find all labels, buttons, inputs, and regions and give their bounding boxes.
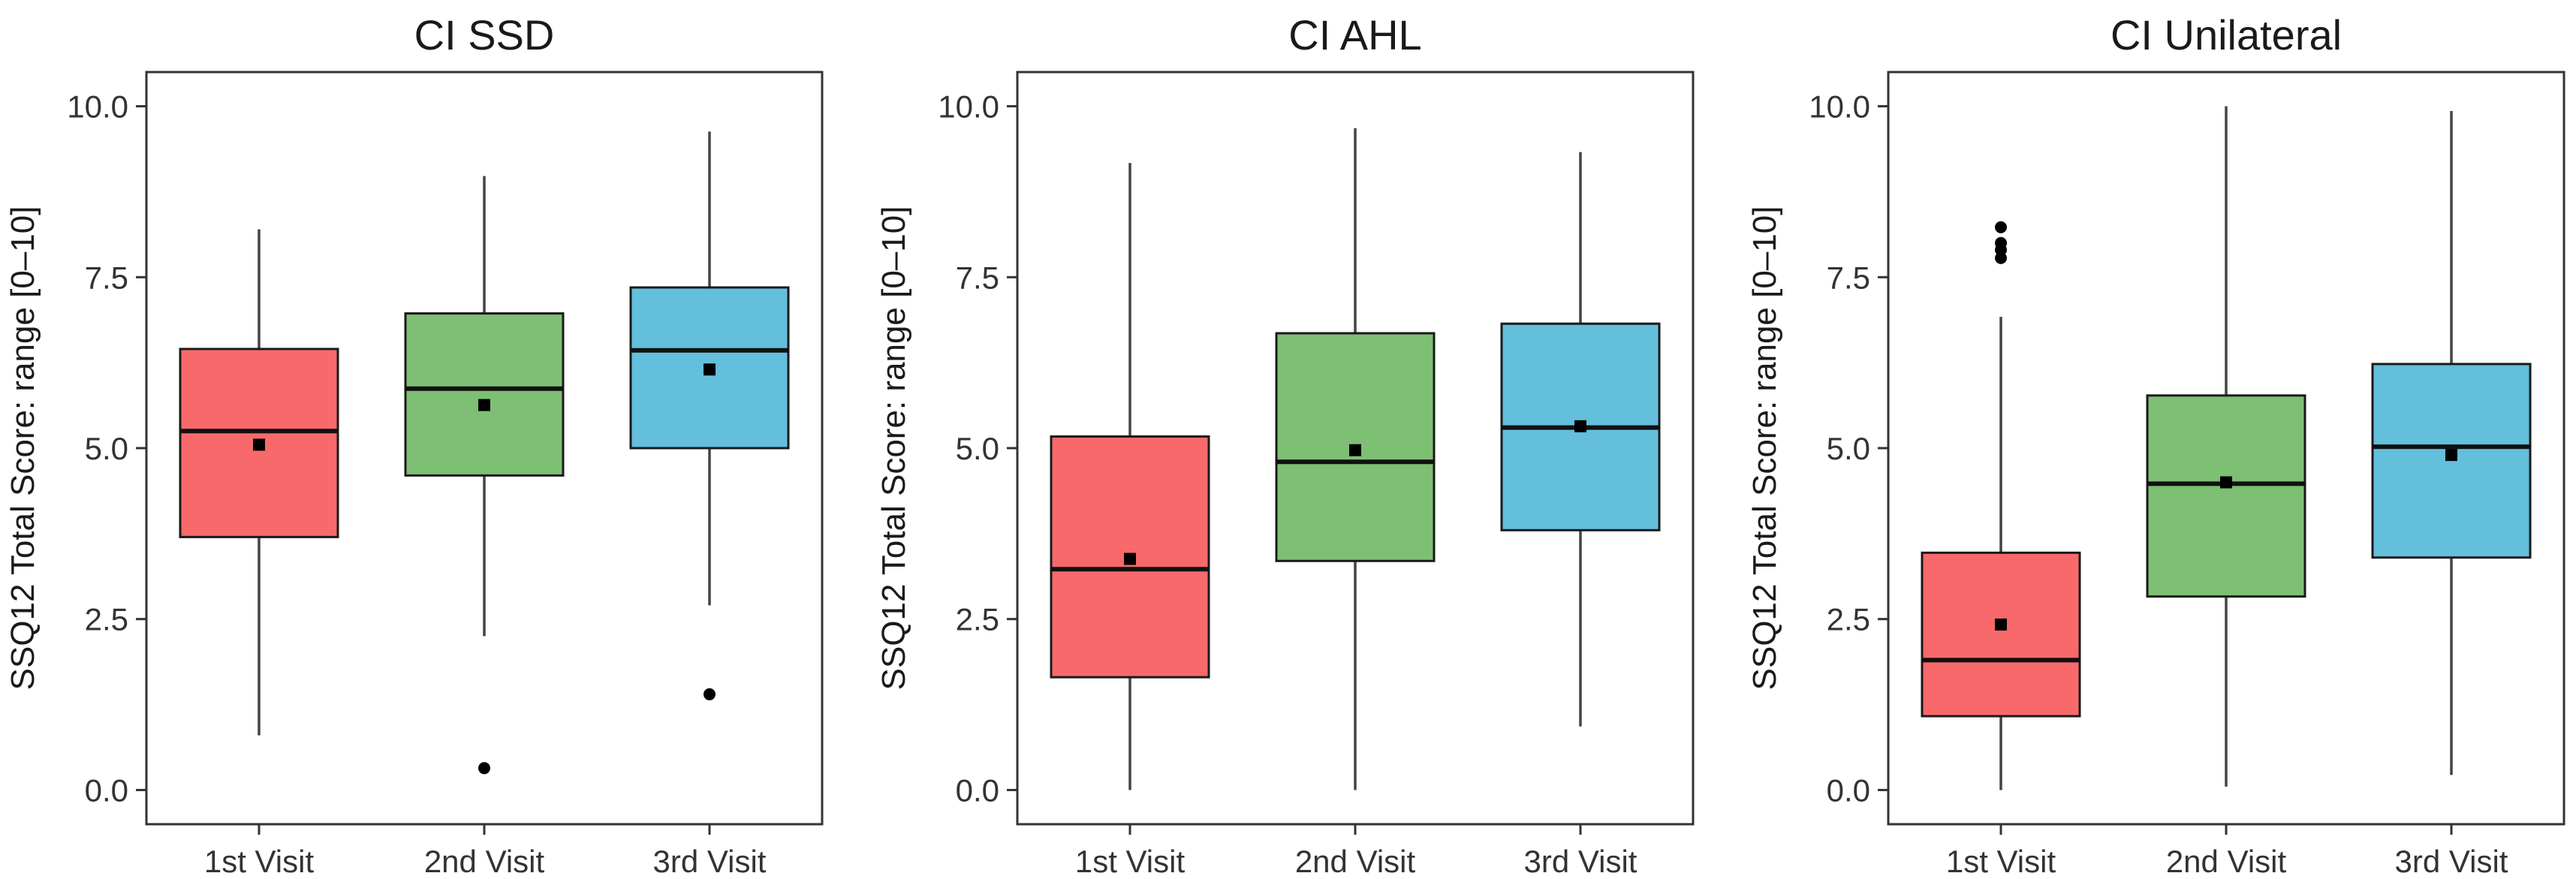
plot-frame	[145, 71, 824, 826]
mean-marker	[2445, 449, 2457, 462]
x-tick-label: 2nd Visit	[2166, 844, 2287, 879]
y-tick-label: 5.0	[956, 431, 999, 466]
x-tick-label: 3rd Visit	[1524, 844, 1637, 879]
x-tick-label: 3rd Visit	[2395, 844, 2508, 879]
panel-title: CI SSD	[414, 11, 555, 59]
y-tick-label: 10.0	[67, 89, 128, 125]
y-tick-label: 7.5	[85, 260, 128, 295]
outlier-point	[1995, 251, 2007, 264]
y-tick-label: 5.0	[1827, 431, 1870, 466]
y-tick-label: 2.5	[956, 602, 999, 637]
iqr-box	[1921, 551, 2081, 718]
y-tick-label: 7.5	[956, 260, 999, 295]
panel-2: CI AHL SSQ12 Total Score: range [0–10] 0.0…	[875, 11, 1695, 879]
plot-frame	[1016, 71, 1695, 826]
box-3	[629, 131, 790, 700]
iqr-box	[179, 348, 339, 538]
panel-3: CI Unilateral SSQ12 Total Score: range [0…	[1746, 11, 2565, 879]
y-tick-label: 5.0	[85, 431, 128, 466]
x-tick-label: 2nd Visit	[424, 844, 545, 879]
box-1	[1921, 221, 2081, 790]
iqr-box	[2146, 394, 2306, 598]
mean-marker	[253, 438, 265, 451]
plot-frame	[1887, 71, 2565, 826]
panel-1: CI SSD SSQ12 Total Score: range [0–10] 0.0…	[5, 11, 824, 879]
panel-title: CI AHL	[1288, 11, 1421, 59]
x-tick-label: 1st Visit	[1946, 844, 2056, 879]
x-tick-label: 3rd Visit	[653, 844, 767, 879]
y-axis-label: SSQ12 Total Score: range [0–10]	[1746, 206, 1783, 691]
mean-marker	[478, 399, 490, 411]
y-axis-label: SSQ12 Total Score: range [0–10]	[5, 206, 41, 691]
y-tick-label: 7.5	[1827, 260, 1870, 295]
mean-marker	[1995, 619, 2007, 631]
outlier-point	[704, 688, 716, 700]
mean-marker	[704, 363, 716, 376]
x-tick-label: 1st Visit	[204, 844, 315, 879]
y-tick-label: 10.0	[938, 89, 999, 125]
outlier-point	[1995, 221, 2007, 233]
panel-title: CI Unilateral	[2111, 11, 2342, 59]
box-3	[2371, 110, 2532, 775]
box-1	[179, 229, 339, 736]
box-3	[1500, 152, 1661, 727]
outlier-point	[1995, 236, 2007, 249]
y-tick-label: 10.0	[1809, 89, 1870, 125]
box-2	[2146, 106, 2306, 787]
mean-marker	[1349, 444, 1361, 456]
y-axis-label: SSQ12 Total Score: range [0–10]	[875, 206, 912, 691]
y-tick-label: 2.5	[85, 602, 128, 637]
y-tick-label: 0.0	[1827, 772, 1870, 808]
box-2	[1275, 128, 1436, 790]
box-2	[404, 176, 565, 775]
outlier-point	[478, 762, 490, 775]
mean-marker	[2220, 476, 2232, 489]
iqr-box	[404, 312, 565, 477]
y-tick-label: 0.0	[85, 772, 128, 808]
mean-marker	[1574, 420, 1586, 432]
x-tick-label: 1st Visit	[1075, 844, 1186, 879]
mean-marker	[1124, 552, 1136, 565]
y-tick-label: 0.0	[956, 772, 999, 808]
y-tick-label: 2.5	[1827, 602, 1870, 637]
box-1	[1050, 163, 1210, 790]
x-tick-label: 2nd Visit	[1295, 844, 1416, 879]
